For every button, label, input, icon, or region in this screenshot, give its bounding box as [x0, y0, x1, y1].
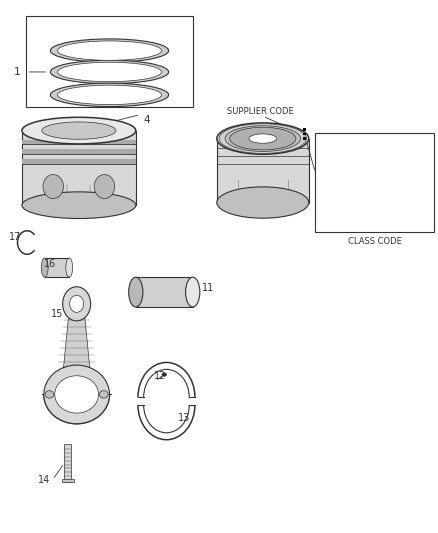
- Ellipse shape: [41, 258, 48, 277]
- Ellipse shape: [50, 39, 169, 62]
- Text: 2 = CL.B: 2 = CL.B: [321, 156, 357, 165]
- Ellipse shape: [230, 127, 296, 150]
- Ellipse shape: [186, 277, 200, 307]
- Ellipse shape: [55, 376, 99, 413]
- Ellipse shape: [63, 287, 91, 321]
- Ellipse shape: [50, 83, 169, 107]
- Ellipse shape: [57, 85, 162, 104]
- Text: 17: 17: [9, 232, 21, 242]
- Text: 1 = CL.A: 1 = CL.A: [321, 141, 357, 150]
- Bar: [64, 444, 71, 482]
- Polygon shape: [217, 139, 309, 203]
- Text: CLASS CODE: CLASS CODE: [347, 237, 402, 246]
- Ellipse shape: [225, 126, 300, 151]
- Ellipse shape: [45, 391, 54, 398]
- Text: 16: 16: [44, 259, 57, 269]
- Ellipse shape: [22, 117, 136, 144]
- Text: 1: 1: [14, 67, 21, 77]
- Bar: [22, 140, 136, 144]
- Text: 12: 12: [154, 371, 166, 381]
- Bar: [303, 137, 307, 140]
- Bar: [45, 258, 69, 277]
- Ellipse shape: [162, 373, 167, 377]
- Bar: [303, 128, 307, 131]
- Polygon shape: [22, 131, 136, 205]
- Text: 15: 15: [51, 310, 63, 319]
- Text: 4: 4: [143, 115, 150, 125]
- Ellipse shape: [22, 192, 136, 219]
- Bar: [315, 133, 434, 232]
- Ellipse shape: [129, 277, 143, 307]
- Ellipse shape: [217, 123, 309, 154]
- Polygon shape: [62, 479, 74, 482]
- Text: 7 = CL.A + 0.1: 7 = CL.A + 0.1: [321, 187, 385, 196]
- Ellipse shape: [217, 187, 309, 218]
- Ellipse shape: [50, 60, 169, 84]
- Ellipse shape: [219, 124, 307, 154]
- Ellipse shape: [94, 175, 115, 199]
- Text: 8 = CL.B + 0.1: 8 = CL.B + 0.1: [321, 201, 385, 211]
- Ellipse shape: [44, 365, 110, 424]
- Bar: [22, 159, 136, 164]
- Ellipse shape: [57, 41, 162, 60]
- Bar: [26, 16, 193, 107]
- Ellipse shape: [70, 295, 84, 312]
- Text: 14: 14: [38, 475, 50, 484]
- Ellipse shape: [42, 122, 116, 139]
- Ellipse shape: [99, 391, 108, 398]
- Ellipse shape: [43, 175, 64, 199]
- Text: 13: 13: [178, 414, 190, 423]
- Text: 11: 11: [202, 283, 214, 293]
- Ellipse shape: [249, 134, 277, 143]
- Text: 9 = CL.C + 0.1: 9 = CL.C + 0.1: [321, 217, 385, 226]
- Ellipse shape: [57, 62, 162, 82]
- Bar: [136, 277, 193, 307]
- Bar: [22, 149, 136, 154]
- Ellipse shape: [66, 258, 73, 277]
- Text: 3 = CL.C: 3 = CL.C: [321, 171, 357, 180]
- Bar: [303, 133, 307, 135]
- Text: SUPPLIER CODE: SUPPLIER CODE: [227, 108, 294, 116]
- Polygon shape: [64, 314, 90, 368]
